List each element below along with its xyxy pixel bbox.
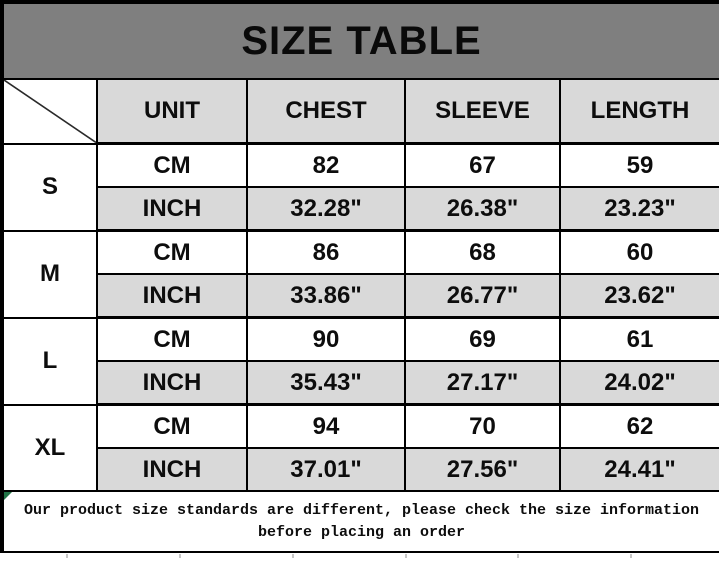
- chest-inch-value: 35.43": [246, 360, 406, 406]
- column-header-chest: CHEST: [246, 78, 406, 145]
- gridline-tick: [630, 554, 632, 558]
- column-header-unit: UNIT: [96, 78, 248, 145]
- diagonal-cell: [1, 78, 98, 145]
- note-cell: Our product size standards are different…: [1, 490, 719, 554]
- sleeve-inch-value: 26.38": [404, 186, 561, 232]
- unit-label-inch: INCH: [96, 447, 248, 492]
- page-title: SIZE TABLE: [1, 1, 719, 80]
- header-row: UNIT CHEST SLEEVE LENGTH: [1, 78, 719, 145]
- unit-label-cm: CM: [96, 316, 248, 362]
- note-line-2: before placing an order: [257, 523, 466, 541]
- table-row-xl-inch: INCH 37.01" 27.56" 24.41": [2, 447, 719, 492]
- table-row-l-inch: INCH 35.43" 27.17" 24.02": [2, 360, 719, 406]
- chest-inch-value: 33.86": [246, 273, 406, 319]
- gridline-tick: [66, 554, 68, 558]
- size-label-m: M: [1, 229, 98, 319]
- chest-inch-value: 32.28": [246, 186, 406, 232]
- size-label-s: S: [1, 142, 98, 232]
- unit-label-inch: INCH: [96, 186, 248, 232]
- gridline-tick: [179, 554, 181, 558]
- length-inch-value: 24.41": [559, 447, 719, 492]
- excel-corner-marker: [4, 493, 12, 500]
- chest-cm-value: 90: [246, 316, 406, 362]
- gridline-tick: [517, 554, 519, 558]
- length-cm-value: 60: [559, 229, 719, 275]
- table-row-s-cm: S CM 82 67 59: [1, 142, 719, 232]
- sleeve-cm-value: 70: [404, 403, 561, 449]
- size-label-l: L: [1, 316, 98, 406]
- length-cm-value: 62: [559, 403, 719, 449]
- table-row-m-inch: INCH 33.86" 26.77" 23.62": [2, 273, 719, 319]
- table-row-xl-cm: XL CM 94 70 62: [1, 403, 719, 492]
- length-inch-value: 23.23": [559, 186, 719, 232]
- length-cm-value: 61: [559, 316, 719, 362]
- sleeve-inch-value: 26.77": [404, 273, 561, 319]
- unit-label-cm: CM: [96, 403, 248, 449]
- length-cm-value: 59: [559, 142, 719, 188]
- column-header-length: LENGTH: [559, 78, 719, 145]
- sleeve-inch-value: 27.17": [404, 360, 561, 406]
- unit-label-inch: INCH: [96, 273, 248, 319]
- note-line-1: Our product size standards are different…: [23, 501, 700, 519]
- size-label-xl: XL: [1, 403, 98, 492]
- diagonal-line: [4, 80, 96, 143]
- table-row-m-cm: M CM 86 68 60: [1, 229, 719, 319]
- unit-label-cm: CM: [96, 142, 248, 188]
- gridline-tick: [405, 554, 407, 558]
- note-row: Our product size standards are different…: [1, 490, 719, 554]
- unit-label-cm: CM: [96, 229, 248, 275]
- chest-cm-value: 86: [246, 229, 406, 275]
- table-row-l-cm: L CM 90 69 61: [1, 316, 719, 406]
- chest-cm-value: 94: [246, 403, 406, 449]
- sleeve-cm-value: 68: [404, 229, 561, 275]
- chest-inch-value: 37.01": [246, 447, 406, 492]
- length-inch-value: 23.62": [559, 273, 719, 319]
- sleeve-cm-value: 67: [404, 142, 561, 188]
- column-header-sleeve: SLEEVE: [404, 78, 561, 145]
- gridline-tick: [292, 554, 294, 558]
- chest-cm-value: 82: [246, 142, 406, 188]
- gridline-strip: [0, 553, 719, 561]
- length-inch-value: 24.02": [559, 360, 719, 406]
- sleeve-cm-value: 69: [404, 316, 561, 362]
- unit-label-inch: INCH: [96, 360, 248, 406]
- title-row: SIZE TABLE: [1, 1, 719, 80]
- sleeve-inch-value: 27.56": [404, 447, 561, 492]
- table-row-s-inch: INCH 32.28" 26.38" 23.23": [2, 186, 719, 232]
